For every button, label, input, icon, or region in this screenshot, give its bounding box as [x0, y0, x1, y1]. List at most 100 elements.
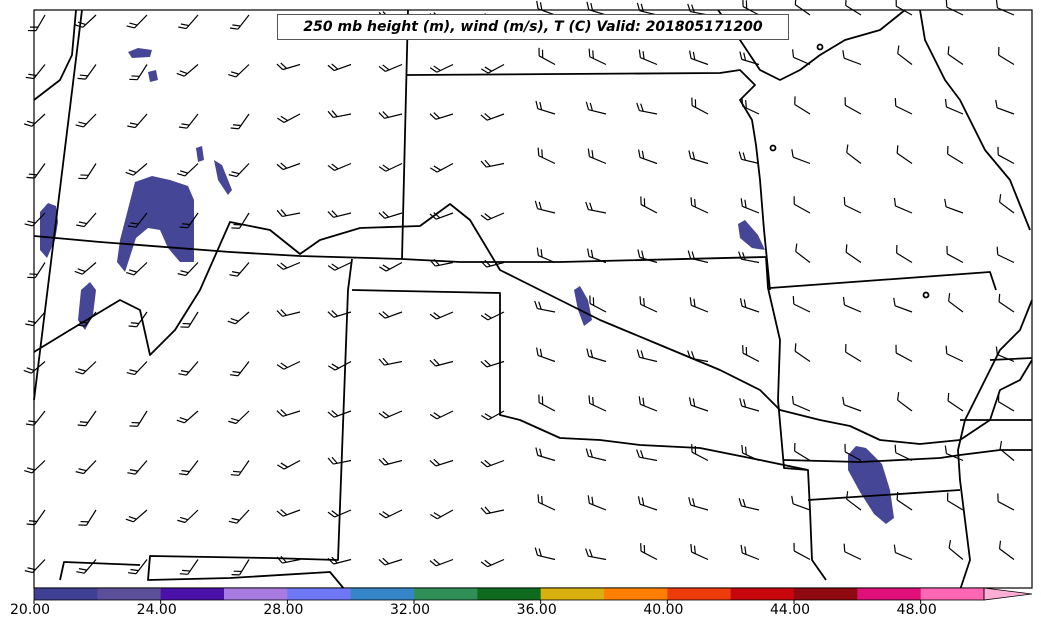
wind-barb [27, 14, 46, 32]
wind-barb [129, 410, 148, 427]
wind-barb [127, 212, 148, 228]
colorbar-segment [97, 588, 162, 600]
wind-barb [948, 293, 964, 313]
wind-barb [25, 311, 46, 327]
wind-barb [587, 495, 607, 511]
wind-barb [587, 148, 607, 165]
colorbar-segment [287, 588, 352, 600]
wind-barb [177, 509, 199, 524]
wind-barb [636, 102, 658, 115]
wind-barb [229, 14, 250, 30]
wind-barb [791, 495, 811, 511]
wind-barb [179, 559, 199, 575]
wind-barb [26, 163, 46, 179]
wind-barb [996, 246, 1015, 264]
wind-barb [74, 14, 97, 28]
wind-barb [328, 360, 352, 371]
wind-barb [378, 457, 403, 466]
wind-barb [480, 212, 505, 221]
wind-barb [480, 259, 505, 268]
wind-barb [944, 445, 964, 462]
wind-barb [944, 198, 964, 214]
wind-barb [946, 245, 964, 264]
colorbar-tick-label: 36.00 [516, 602, 557, 618]
wind-barb [792, 296, 811, 313]
colorbar-tick-label: 44.00 [770, 602, 811, 618]
wind-barb [178, 14, 199, 30]
wind-barb [637, 496, 658, 511]
wind-barb [378, 557, 403, 566]
colorbar-tick-label: 40.00 [643, 602, 684, 618]
wind-barb [999, 194, 1015, 214]
wind-barb [276, 113, 301, 123]
wind-barb [76, 559, 97, 574]
wind-barb [176, 64, 199, 77]
wind-barb [276, 162, 301, 171]
wind-barb [177, 163, 199, 177]
wind-barb [792, 49, 811, 66]
wind-barb [998, 540, 1015, 560]
lake-outline [769, 144, 777, 152]
wind-barb [429, 410, 454, 420]
wind-barb [585, 548, 607, 561]
wind-barb [75, 361, 97, 375]
boundary-line [33, 9, 77, 101]
wind-barb [78, 163, 97, 180]
wind-barb [998, 293, 1015, 313]
wind-barb [536, 247, 556, 264]
wind-barb [327, 310, 352, 318]
wind-barb [327, 410, 352, 418]
wind-barb [741, 98, 760, 115]
wind-barb [127, 559, 148, 575]
wind-barb [25, 64, 46, 80]
wind-barb [379, 261, 403, 272]
wind-barb [327, 210, 352, 218]
wind-barb [894, 444, 913, 462]
wind-barb [327, 456, 352, 465]
wind-barb [638, 396, 658, 412]
wind-barb [378, 311, 403, 319]
wind-barb [125, 509, 148, 523]
colorbar-segment [730, 588, 795, 600]
wind-barb [687, 350, 709, 363]
wind-barb [228, 509, 250, 524]
colorbar-segment [477, 588, 542, 600]
lake-outline [922, 291, 930, 299]
temperature-blob [78, 282, 96, 330]
wind-barb [585, 101, 607, 115]
wind-barb [24, 460, 46, 474]
wind-barb [230, 460, 250, 476]
wind-barb [794, 96, 811, 115]
wind-barb [945, 345, 964, 363]
boundary-line [33, 9, 83, 401]
wind-barb [77, 64, 97, 80]
wind-barb [480, 159, 505, 168]
wind-barb [739, 298, 760, 313]
wind-barb [430, 509, 454, 520]
state-borders-layer [33, 9, 1033, 591]
wind-barb [276, 309, 301, 317]
wind-barb [125, 163, 148, 176]
wind-barb [843, 197, 862, 214]
wind-barb [327, 261, 352, 271]
wind-barb [742, 345, 760, 363]
temperature-blob [128, 48, 152, 58]
wind-barb [480, 459, 505, 468]
wind-barb [378, 357, 403, 366]
wind-barb [227, 311, 250, 325]
boundary-line [807, 489, 961, 501]
wind-barb [586, 348, 607, 363]
wind-barb [327, 556, 352, 565]
wind-barb [276, 555, 301, 564]
temperature-blob [848, 446, 894, 524]
lake-outline [816, 43, 824, 51]
wind-barb [689, 297, 709, 313]
colorbar-segment [540, 588, 605, 600]
wind-barb [842, 296, 862, 313]
temperature-blob [574, 286, 592, 326]
wind-barb [791, 395, 811, 412]
wind-barb [429, 311, 454, 320]
wind-barb [277, 459, 301, 470]
temperature-blob [738, 220, 765, 250]
wind-barb [127, 113, 148, 129]
